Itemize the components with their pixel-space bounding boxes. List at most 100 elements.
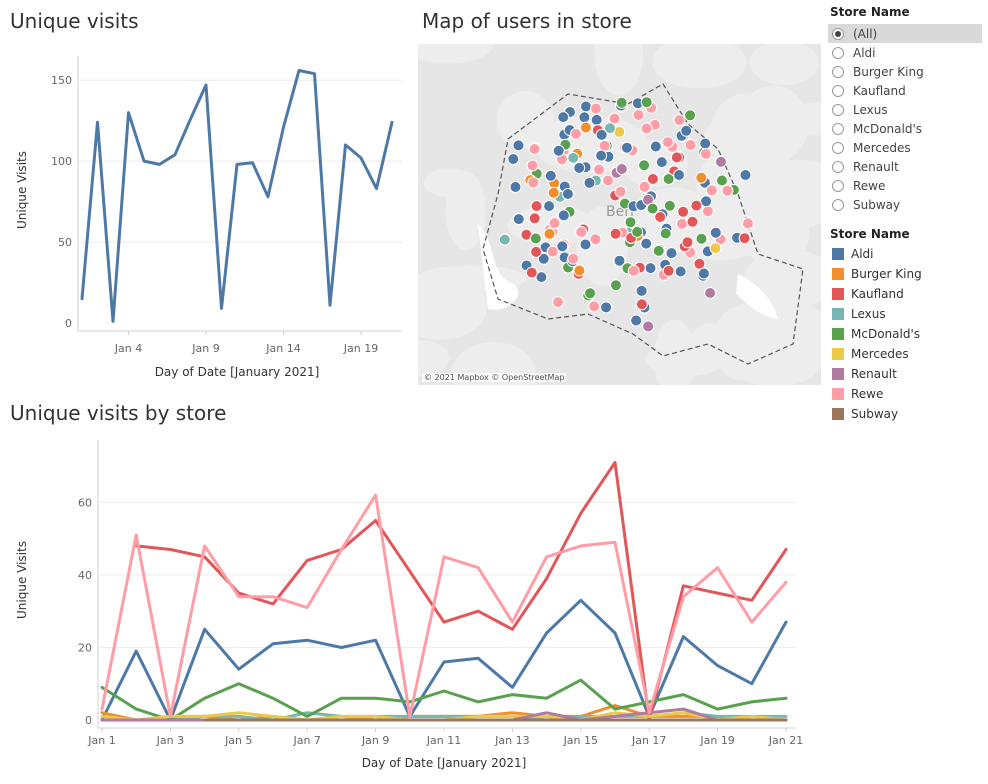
user-point[interactable] <box>715 155 727 168</box>
user-point[interactable] <box>609 227 622 240</box>
user-point[interactable] <box>700 195 713 208</box>
user-point[interactable] <box>686 215 699 228</box>
radio-button-icon[interactable] <box>832 179 844 192</box>
user-point[interactable] <box>739 169 752 181</box>
user-point[interactable] <box>630 314 643 327</box>
user-point[interactable] <box>579 238 592 251</box>
map-canvas[interactable]: Berl <box>418 44 821 385</box>
user-point[interactable] <box>525 266 538 279</box>
user-point[interactable] <box>546 245 559 258</box>
user-point[interactable] <box>557 209 570 222</box>
user-point[interactable] <box>608 112 621 125</box>
user-point[interactable] <box>674 265 687 278</box>
user-point[interactable] <box>512 213 525 226</box>
user-point[interactable] <box>662 264 675 277</box>
user-point[interactable] <box>588 300 601 313</box>
user-point[interactable] <box>512 139 525 152</box>
radio-button-icon[interactable] <box>832 103 844 116</box>
user-point[interactable] <box>589 233 602 246</box>
user-point[interactable] <box>530 245 543 258</box>
user-point[interactable] <box>527 176 540 189</box>
radio-button-icon[interactable] <box>832 160 844 173</box>
user-point[interactable] <box>680 124 693 137</box>
user-point[interactable] <box>646 173 659 185</box>
user-point[interactable] <box>681 236 694 249</box>
user-point[interactable] <box>509 181 522 193</box>
user-point[interactable] <box>721 184 734 197</box>
user-point[interactable] <box>659 227 672 240</box>
user-point[interactable] <box>684 139 697 151</box>
user-point[interactable] <box>684 109 697 122</box>
radio-button-icon[interactable] <box>832 122 844 135</box>
user-point[interactable] <box>649 140 662 153</box>
user-point[interactable] <box>600 301 613 314</box>
user-point[interactable] <box>578 111 591 124</box>
user-point[interactable] <box>610 279 622 292</box>
filter-option[interactable]: Subway <box>828 195 982 214</box>
user-point[interactable] <box>677 205 690 218</box>
user-point[interactable] <box>602 174 614 187</box>
radio-button-icon[interactable] <box>832 198 844 211</box>
user-point[interactable] <box>590 113 603 126</box>
series-line-kaufland[interactable] <box>134 461 788 722</box>
user-point[interactable] <box>613 254 626 267</box>
user-point[interactable] <box>595 128 608 141</box>
user-point[interactable] <box>638 159 651 172</box>
unique-visits-chart[interactable]: 0 50 100 150 Jan 4 Jan 9 Jan 14 Jan 19 Day of Da… <box>0 40 410 390</box>
user-point[interactable] <box>705 184 718 197</box>
user-point[interactable] <box>742 217 754 230</box>
filter-option[interactable]: Kaufland <box>828 81 982 100</box>
user-point[interactable] <box>699 148 712 160</box>
user-point[interactable] <box>507 153 520 165</box>
user-point[interactable] <box>526 159 539 172</box>
user-point[interactable] <box>640 96 653 109</box>
user-point[interactable] <box>652 244 665 257</box>
user-point[interactable] <box>593 163 606 176</box>
user-point[interactable] <box>595 149 608 162</box>
user-point[interactable] <box>567 252 580 265</box>
store-filter[interactable]: (All) Aldi Burger King Kaufland Lexus McDonal… <box>828 24 982 214</box>
user-point[interactable] <box>704 287 717 299</box>
user-point[interactable] <box>662 173 675 185</box>
user-point[interactable] <box>644 262 657 275</box>
user-point[interactable] <box>573 264 586 277</box>
user-point[interactable] <box>529 232 542 245</box>
user-point[interactable] <box>699 137 712 150</box>
series-line-total[interactable] <box>80 69 394 323</box>
user-point[interactable] <box>528 143 541 155</box>
radio-button-icon[interactable] <box>832 141 844 154</box>
user-point[interactable] <box>544 169 557 182</box>
user-point[interactable] <box>676 217 688 230</box>
user-point[interactable] <box>709 242 722 255</box>
user-point[interactable] <box>604 122 616 135</box>
user-point[interactable] <box>631 225 644 238</box>
user-point[interactable] <box>695 232 708 245</box>
user-point[interactable] <box>620 141 633 154</box>
user-point[interactable] <box>570 127 582 140</box>
radio-button-icon[interactable] <box>832 46 844 59</box>
user-point[interactable] <box>535 271 548 284</box>
filter-option[interactable]: Lexus <box>828 100 982 119</box>
user-point[interactable] <box>665 247 678 260</box>
user-point[interactable] <box>673 169 685 181</box>
user-point[interactable] <box>638 180 651 193</box>
user-point[interactable] <box>579 121 592 134</box>
user-point[interactable] <box>701 205 714 218</box>
user-point[interactable] <box>693 257 706 270</box>
user-point[interactable] <box>561 188 574 200</box>
user-point[interactable] <box>642 320 655 333</box>
user-point[interactable] <box>615 96 628 109</box>
user-point[interactable] <box>670 151 683 164</box>
filter-option[interactable]: (All) <box>828 24 982 43</box>
user-point[interactable] <box>716 174 728 187</box>
filter-option[interactable]: Renault <box>828 157 982 176</box>
user-point[interactable] <box>627 264 640 277</box>
radio-button-icon[interactable] <box>832 27 844 40</box>
user-point[interactable] <box>655 156 668 169</box>
user-point[interactable] <box>556 240 569 253</box>
user-point[interactable] <box>624 216 637 229</box>
user-point[interactable] <box>583 176 596 189</box>
user-point[interactable] <box>552 296 564 309</box>
filter-option[interactable]: Burger King <box>828 62 982 81</box>
user-point[interactable] <box>530 200 543 213</box>
